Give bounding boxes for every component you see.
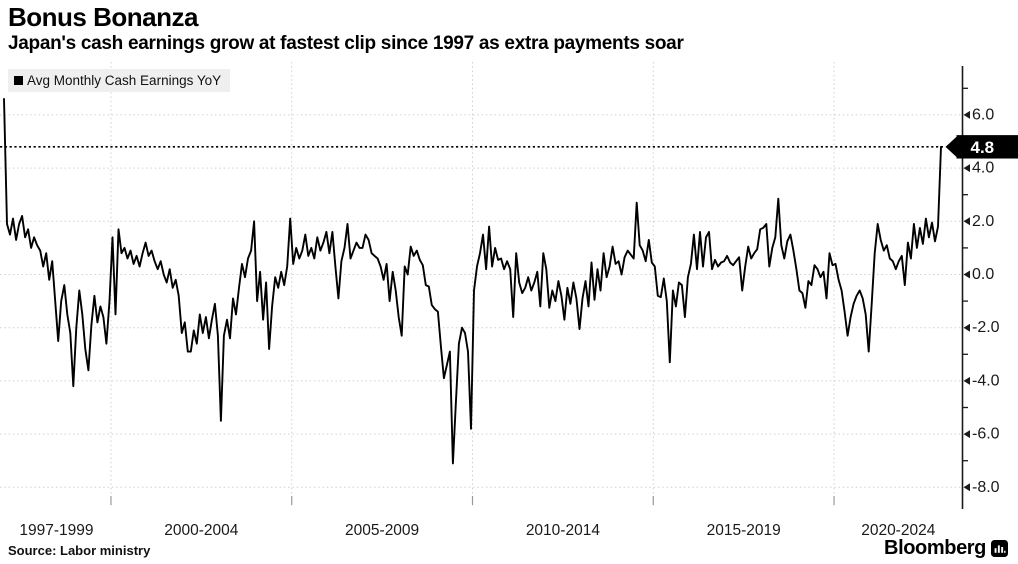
chart-subtitle: Japan's cash earnings grow at fastest cl…: [8, 33, 684, 54]
value-callout-box: [956, 135, 1018, 159]
y-axis-major-tick: [963, 217, 970, 226]
y-axis-label: -4.0: [972, 372, 1000, 389]
y-axis-label: 0.0: [972, 266, 994, 283]
y-axis-major-tick: [963, 323, 970, 332]
y-axis-major-tick: [963, 483, 970, 492]
y-axis-major-tick: [963, 376, 970, 385]
y-axis-label: -6.0: [972, 426, 1000, 443]
legend-series-label: Avg Monthly Cash Earnings YoY: [27, 73, 222, 88]
y-axis-label: 2.0: [972, 213, 994, 230]
legend: Avg Monthly Cash Earnings YoY: [8, 69, 231, 92]
y-axis-major-tick: [963, 164, 970, 173]
y-axis-major-tick: [963, 270, 970, 279]
bloomberg-logo: Bloomberg: [884, 537, 986, 559]
bloomberg-branding: Bloomberg: [884, 537, 1008, 560]
y-axis-label: -2.0: [972, 319, 1000, 336]
y-axis-label: 4.0: [972, 160, 994, 177]
legend-series-swatch-icon: [14, 76, 23, 85]
bloomberg-terminal-icon: [991, 540, 1008, 557]
value-callout-arrow: [945, 135, 958, 158]
y-axis-major-tick: [963, 430, 970, 439]
source-note: Source: Labor ministry: [8, 543, 151, 558]
y-axis-label: -8.0: [972, 479, 1000, 496]
value-callout-label: 4.8: [971, 138, 995, 157]
y-axis-label: 6.0: [972, 106, 994, 123]
series-line: [3, 97, 942, 465]
y-axis-major-tick: [963, 110, 970, 119]
page-title: Bonus Bonanza: [8, 2, 198, 32]
